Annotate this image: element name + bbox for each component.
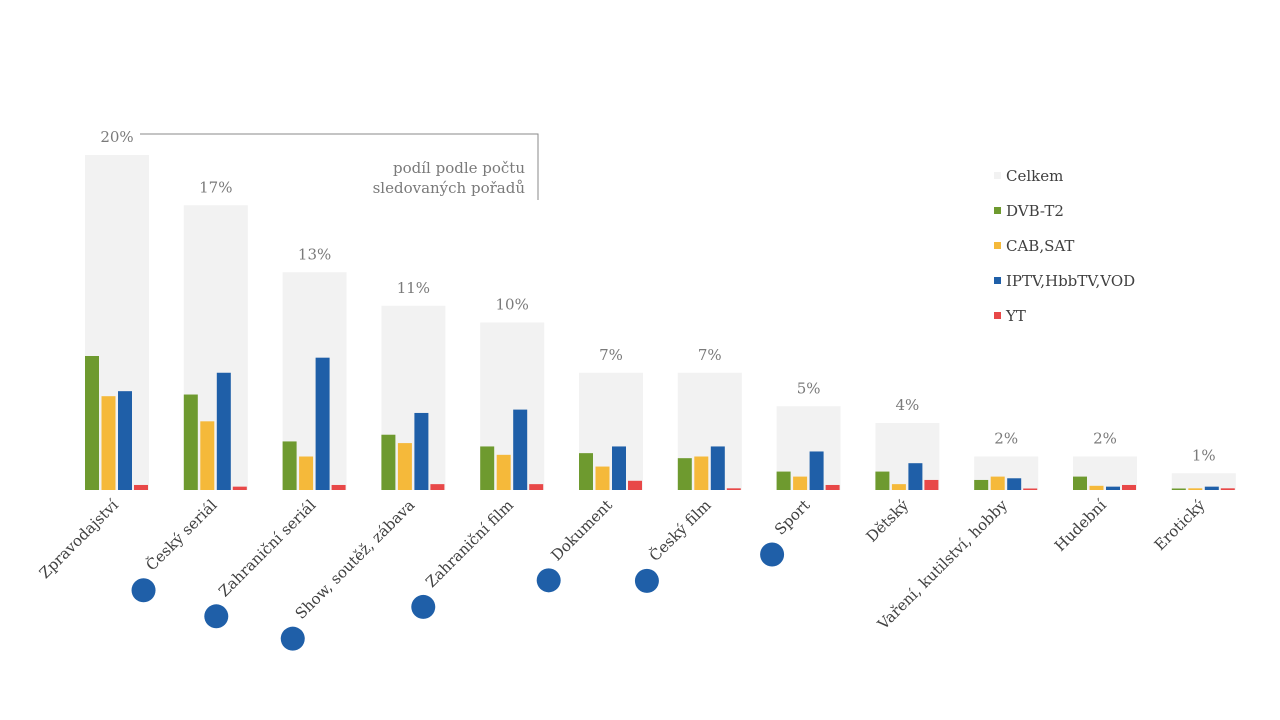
- category-label: Český seriál: [142, 496, 220, 574]
- annotation-line-1: podíl podle počtu: [393, 159, 525, 177]
- category-label: Sport: [771, 496, 814, 539]
- annotation-bracket: [140, 133, 539, 200]
- bar-cab-sat: [793, 476, 808, 490]
- bar-dvb-t2: [974, 479, 989, 490]
- category-label: Hudební: [1051, 496, 1110, 555]
- category-label: Český film: [646, 496, 715, 565]
- marker-dot: [634, 568, 659, 593]
- bar-iptv-hbbtv-vod: [414, 412, 429, 490]
- bar-dvb-t2: [85, 356, 99, 490]
- total-label: 7%: [599, 346, 623, 364]
- bar-cab-sat: [299, 456, 314, 490]
- total-label: 20%: [100, 128, 133, 146]
- bar-iptv-hbbtv-vod: [1007, 478, 1022, 490]
- bar-cab-sat: [595, 466, 610, 490]
- bar-iptv-hbbtv-vod: [1106, 486, 1120, 490]
- total-label: 2%: [1093, 430, 1117, 448]
- total-label: 5%: [797, 379, 821, 397]
- legend-swatch: [994, 277, 1001, 284]
- marker-dot: [131, 578, 156, 603]
- bar-yt: [1220, 488, 1235, 490]
- marker-dot: [411, 594, 436, 619]
- bar-iptv-hbbtv-vod: [315, 357, 330, 490]
- total-label: 10%: [496, 296, 529, 314]
- marker-dot: [760, 542, 785, 567]
- bar-dvb-t2: [480, 446, 495, 490]
- bar-dvb-t2: [282, 441, 297, 490]
- total-label: 4%: [896, 396, 920, 414]
- legend-swatch: [994, 172, 1001, 179]
- legend-label: Celkem: [1006, 167, 1063, 185]
- total-bar: [1171, 473, 1236, 490]
- legend-label: YT: [1005, 307, 1026, 325]
- marker-dot: [280, 626, 305, 651]
- bar-iptv-hbbtv-vod: [118, 391, 132, 490]
- bar-yt: [134, 484, 148, 490]
- legend-label: IPTV,HbbTV,VOD: [1006, 272, 1135, 290]
- category-label: Erotický: [1151, 496, 1209, 554]
- bar-cab-sat: [891, 484, 906, 490]
- bar-dvb-t2: [381, 434, 396, 490]
- legend-label: CAB,SAT: [1006, 237, 1074, 255]
- category-label: Dětský: [863, 496, 913, 546]
- bar-cab-sat: [694, 456, 709, 490]
- category-label: Zpravodajství: [36, 496, 122, 582]
- bar-cab-sat: [1089, 485, 1104, 490]
- bar-iptv-hbbtv-vod: [809, 451, 824, 490]
- bar-cab-sat: [496, 454, 511, 490]
- bar-yt: [331, 484, 346, 490]
- bar-yt: [232, 486, 247, 490]
- total-label: 11%: [397, 279, 430, 297]
- marker-dot: [536, 568, 561, 593]
- bar-yt: [529, 484, 544, 490]
- bar-yt: [1122, 484, 1136, 490]
- bar-yt: [825, 484, 840, 490]
- bar-cab-sat: [200, 421, 215, 490]
- annotation: podíl podle počtu sledovaných pořadů: [140, 133, 539, 200]
- marker-dot: [204, 604, 229, 629]
- category-label: Zahraniční film: [422, 496, 517, 591]
- bar-cab-sat: [101, 396, 116, 490]
- bar-iptv-hbbtv-vod: [216, 372, 231, 490]
- total-label: 17%: [199, 178, 232, 196]
- bar-yt: [628, 480, 642, 490]
- total-bars: [85, 155, 1236, 490]
- bar-iptv-hbbtv-vod: [908, 463, 923, 490]
- bar-dvb-t2: [579, 453, 593, 490]
- bar-dvb-t2: [677, 458, 692, 490]
- bar-yt: [1023, 488, 1038, 490]
- bar-cab-sat: [397, 443, 412, 490]
- total-labels: 20% 17% 13% 11% 10% 7% 7% 5% 4% 2% 2% 1%: [100, 128, 1215, 464]
- annotation-line-2: sledovaných pořadů: [373, 179, 526, 197]
- series-bars: [85, 356, 1235, 490]
- bar-iptv-hbbtv-vod: [513, 409, 528, 490]
- legend-label: DVB-T2: [1006, 202, 1064, 220]
- category-label: Dokument: [548, 496, 616, 564]
- bar-dvb-t2: [183, 394, 198, 490]
- bar-iptv-hbbtv-vod: [1204, 486, 1219, 490]
- bar-iptv-hbbtv-vod: [710, 446, 725, 490]
- bar-dvb-t2: [776, 471, 791, 490]
- total-label: 7%: [698, 346, 722, 364]
- legend: Celkem DVB-T2 CAB,SAT IPTV,HbbTV,VOD YT: [994, 167, 1135, 325]
- legend-swatch: [994, 207, 1001, 214]
- legend-swatch: [994, 312, 1001, 319]
- legend-swatch: [994, 242, 1001, 249]
- bar-cab-sat: [1188, 488, 1203, 490]
- total-label: 2%: [994, 430, 1018, 448]
- bar-dvb-t2: [1171, 488, 1186, 490]
- bar-yt: [726, 488, 741, 490]
- bar-cab-sat: [990, 476, 1005, 490]
- bar-dvb-t2: [1073, 476, 1087, 490]
- category-label: Zahraniční seriál: [215, 496, 319, 600]
- total-label: 13%: [298, 245, 331, 263]
- bar-iptv-hbbtv-vod: [612, 446, 626, 490]
- total-label: 1%: [1192, 446, 1216, 464]
- category-markers: [131, 542, 785, 651]
- bar-dvb-t2: [875, 471, 890, 490]
- bar-yt: [430, 484, 445, 490]
- bar-yt: [924, 479, 939, 490]
